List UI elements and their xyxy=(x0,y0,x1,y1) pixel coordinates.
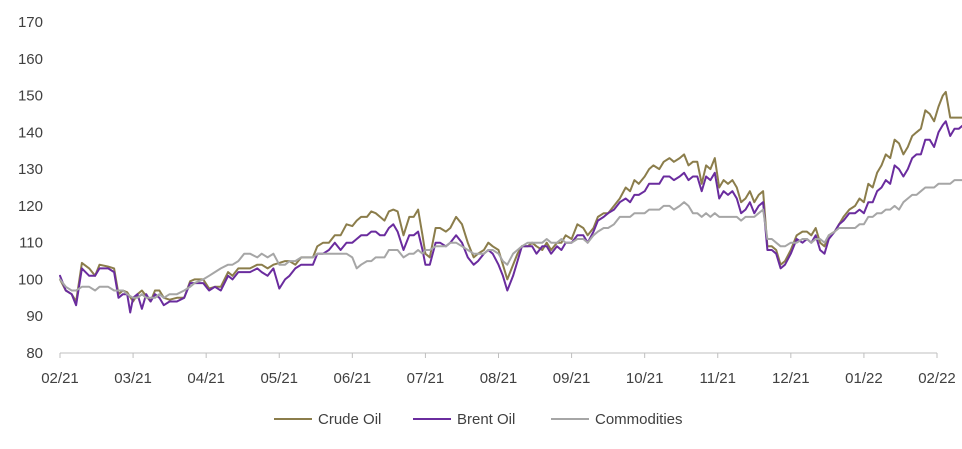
x-tick-label: 03/21 xyxy=(114,370,152,387)
x-tick-label: 04/21 xyxy=(187,370,225,387)
x-tick-label: 09/21 xyxy=(553,370,591,387)
x-axis: 02/21 03/21 04/21 05/21 06/21 07/21 08/21 09/21… xyxy=(41,352,956,387)
y-tick-label: 90 xyxy=(26,308,43,325)
series-lines xyxy=(59,90,962,314)
series-line-brent-oil xyxy=(59,120,962,314)
x-tick-label: 08/21 xyxy=(480,370,518,387)
y-tick-label: 120 xyxy=(18,198,43,215)
y-tick-label: 170 xyxy=(18,14,43,31)
y-tick-label: 80 xyxy=(26,345,43,362)
x-tick-label: 11/21 xyxy=(700,370,736,387)
y-tick-label: 110 xyxy=(19,235,43,252)
legend-label-commodities: Commodities xyxy=(595,411,683,428)
x-tick-label: 12/21 xyxy=(772,370,810,387)
legend-label-crude-oil: Crude Oil xyxy=(318,411,381,428)
x-tick-label: 02/21 xyxy=(41,370,79,387)
x-tick-label: 10/21 xyxy=(626,370,664,387)
y-tick-label: 160 xyxy=(18,51,43,68)
y-tick-label: 130 xyxy=(18,161,43,178)
y-axis-tick-labels: 80 90 100 110 120 130 140 150 160 170 xyxy=(18,14,43,362)
series-line-commodities xyxy=(59,179,962,299)
y-tick-label: 150 xyxy=(18,88,43,105)
x-tick-label: 01/22 xyxy=(845,370,883,387)
y-tick-label: 140 xyxy=(18,124,43,141)
series-line-crude-oil xyxy=(59,90,962,303)
legend-label-brent-oil: Brent Oil xyxy=(457,411,515,428)
x-tick-label: 05/21 xyxy=(260,370,298,387)
y-tick-label: 100 xyxy=(18,271,43,288)
x-tick-label: 07/21 xyxy=(407,370,445,387)
x-tick-label: 06/21 xyxy=(334,370,372,387)
x-tick-label: 02/22 xyxy=(918,370,956,387)
legend: Crude Oil Brent Oil Commodities xyxy=(274,411,683,428)
